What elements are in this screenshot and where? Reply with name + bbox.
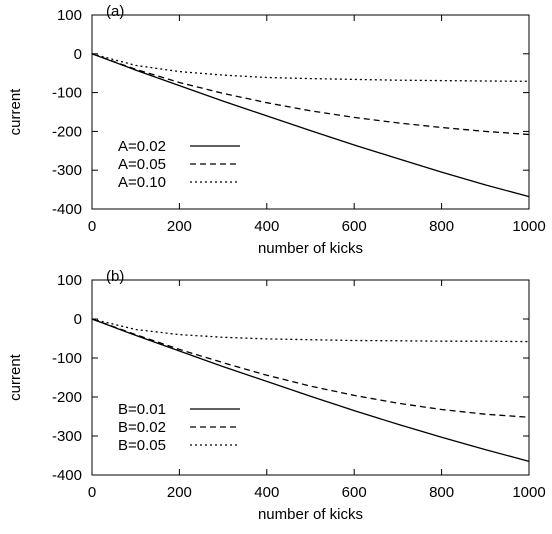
- legend-label: B=0.02: [118, 419, 166, 436]
- legend: B=0.01B=0.02B=0.05: [118, 401, 240, 454]
- plot-frame: [91, 279, 530, 476]
- x-tick-label: 800: [429, 218, 454, 235]
- series-line: [91, 53, 530, 198]
- y-axis-label: current: [7, 353, 24, 401]
- series-line: [91, 318, 530, 463]
- legend-label: A=0.02: [118, 138, 166, 155]
- legend-label: B=0.05: [118, 437, 166, 454]
- y-tick-label: -400: [52, 201, 82, 218]
- plot-frame: [91, 14, 530, 210]
- y-tick-label: -300: [52, 428, 82, 445]
- x-tick-label: 200: [167, 484, 192, 501]
- panel-label: (b): [106, 268, 124, 285]
- series-line: [91, 318, 530, 343]
- y-tick-label: 0: [74, 311, 82, 328]
- x-tick-label: 0: [88, 218, 96, 235]
- y-tick-label: -100: [52, 350, 82, 367]
- x-tick-label: 0: [88, 484, 96, 501]
- y-tick-label: 0: [74, 46, 82, 63]
- x-axis-label: number of kicks: [258, 240, 363, 257]
- x-tick-label: 800: [429, 484, 454, 501]
- series-line: [91, 53, 530, 82]
- y-tick-label: -200: [52, 389, 82, 406]
- panel-label: (a): [106, 3, 124, 20]
- x-tick-label: 200: [167, 218, 192, 235]
- x-axis-label: number of kicks: [258, 506, 363, 523]
- y-tick-label: 100: [57, 272, 82, 289]
- x-tick-label: 400: [254, 484, 279, 501]
- legend: A=0.02A=0.05A=0.10: [118, 138, 240, 191]
- y-tick-label: 100: [57, 7, 82, 24]
- y-tick-label: -400: [52, 467, 82, 484]
- x-tick-label: 1000: [512, 218, 545, 235]
- y-tick-label: -200: [52, 123, 82, 140]
- x-tick-label: 600: [342, 484, 367, 501]
- y-tick-label: -300: [52, 162, 82, 179]
- y-tick-label: -100: [52, 85, 82, 102]
- legend-label: A=0.05: [118, 156, 166, 173]
- x-tick-label: 1000: [512, 484, 545, 501]
- legend-label: A=0.10: [118, 174, 166, 191]
- legend-label: B=0.01: [118, 401, 166, 418]
- x-tick-label: 600: [342, 218, 367, 235]
- series-line: [91, 53, 530, 136]
- x-tick-label: 400: [254, 218, 279, 235]
- y-axis-label: current: [7, 88, 24, 136]
